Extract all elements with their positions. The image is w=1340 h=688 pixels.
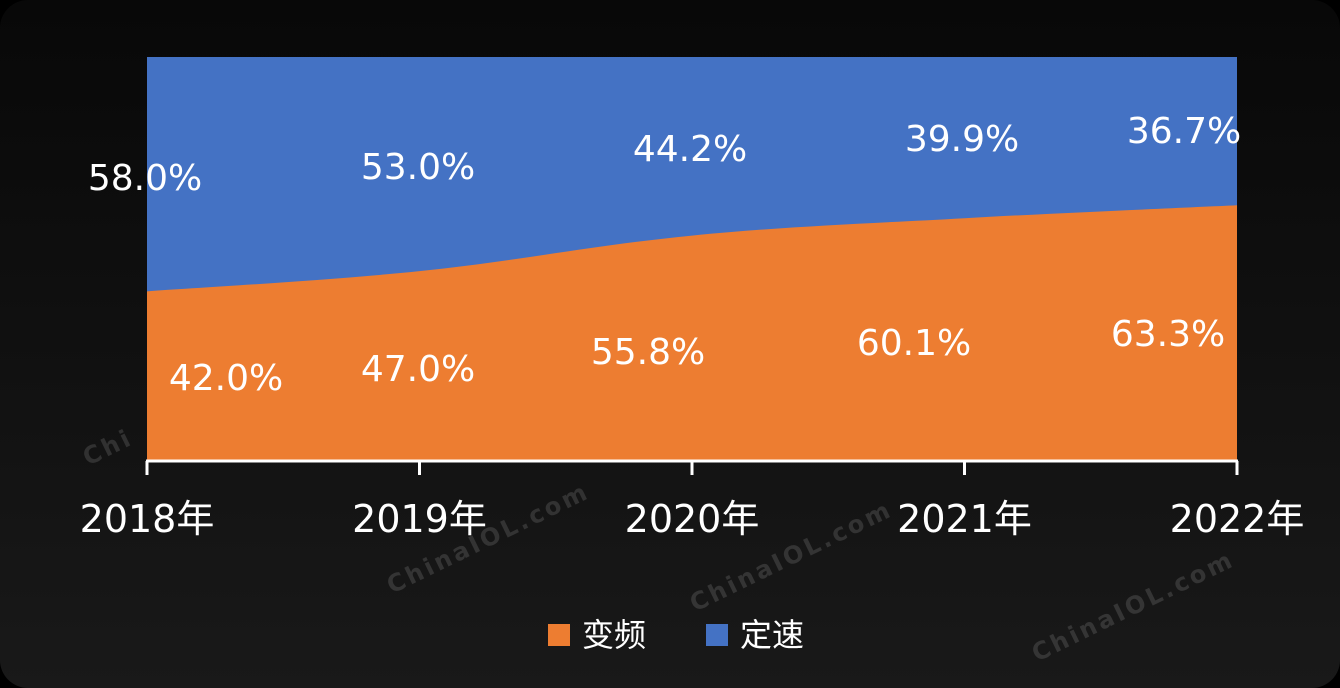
data-labels: 42.0% 47.0% 55.8% 60.1% 63.3% 58.0% 53.0% 44.2%…: [88, 111, 1241, 399]
x-tick-label: 2020年: [625, 497, 760, 541]
watermark-text: ChinaIOL.com: [1027, 545, 1239, 667]
data-label-bianpin: 42.0%: [169, 358, 283, 399]
legend-swatch: [548, 624, 570, 646]
legend-label: 定速: [740, 616, 804, 654]
data-label-dingsu: 58.0%: [88, 158, 202, 199]
data-label-dingsu: 44.2%: [633, 129, 747, 170]
plot-areas: [147, 57, 1237, 461]
x-tick-label: 2021年: [897, 497, 1032, 541]
legend-swatch: [706, 624, 728, 646]
data-label-bianpin: 55.8%: [591, 332, 705, 373]
legend-label: 变频: [582, 616, 646, 654]
data-label-bianpin: 63.3%: [1111, 314, 1225, 355]
legend: 变频 定速: [548, 616, 804, 654]
data-label-bianpin: 60.1%: [857, 323, 971, 364]
x-tick-label: 2019年: [352, 497, 487, 541]
x-tick-label: 2022年: [1170, 497, 1305, 541]
data-label-bianpin: 47.0%: [361, 349, 475, 390]
data-label-dingsu: 53.0%: [361, 147, 475, 188]
area-bianpin: [147, 205, 1237, 461]
data-label-dingsu: 39.9%: [905, 119, 1019, 160]
watermark-text: Chi: [78, 423, 137, 471]
x-axis: 2018年 2019年 2020年 2021年 2022年: [80, 459, 1305, 541]
x-tick-label: 2018年: [80, 497, 215, 541]
data-label-dingsu: 36.7%: [1127, 111, 1241, 152]
